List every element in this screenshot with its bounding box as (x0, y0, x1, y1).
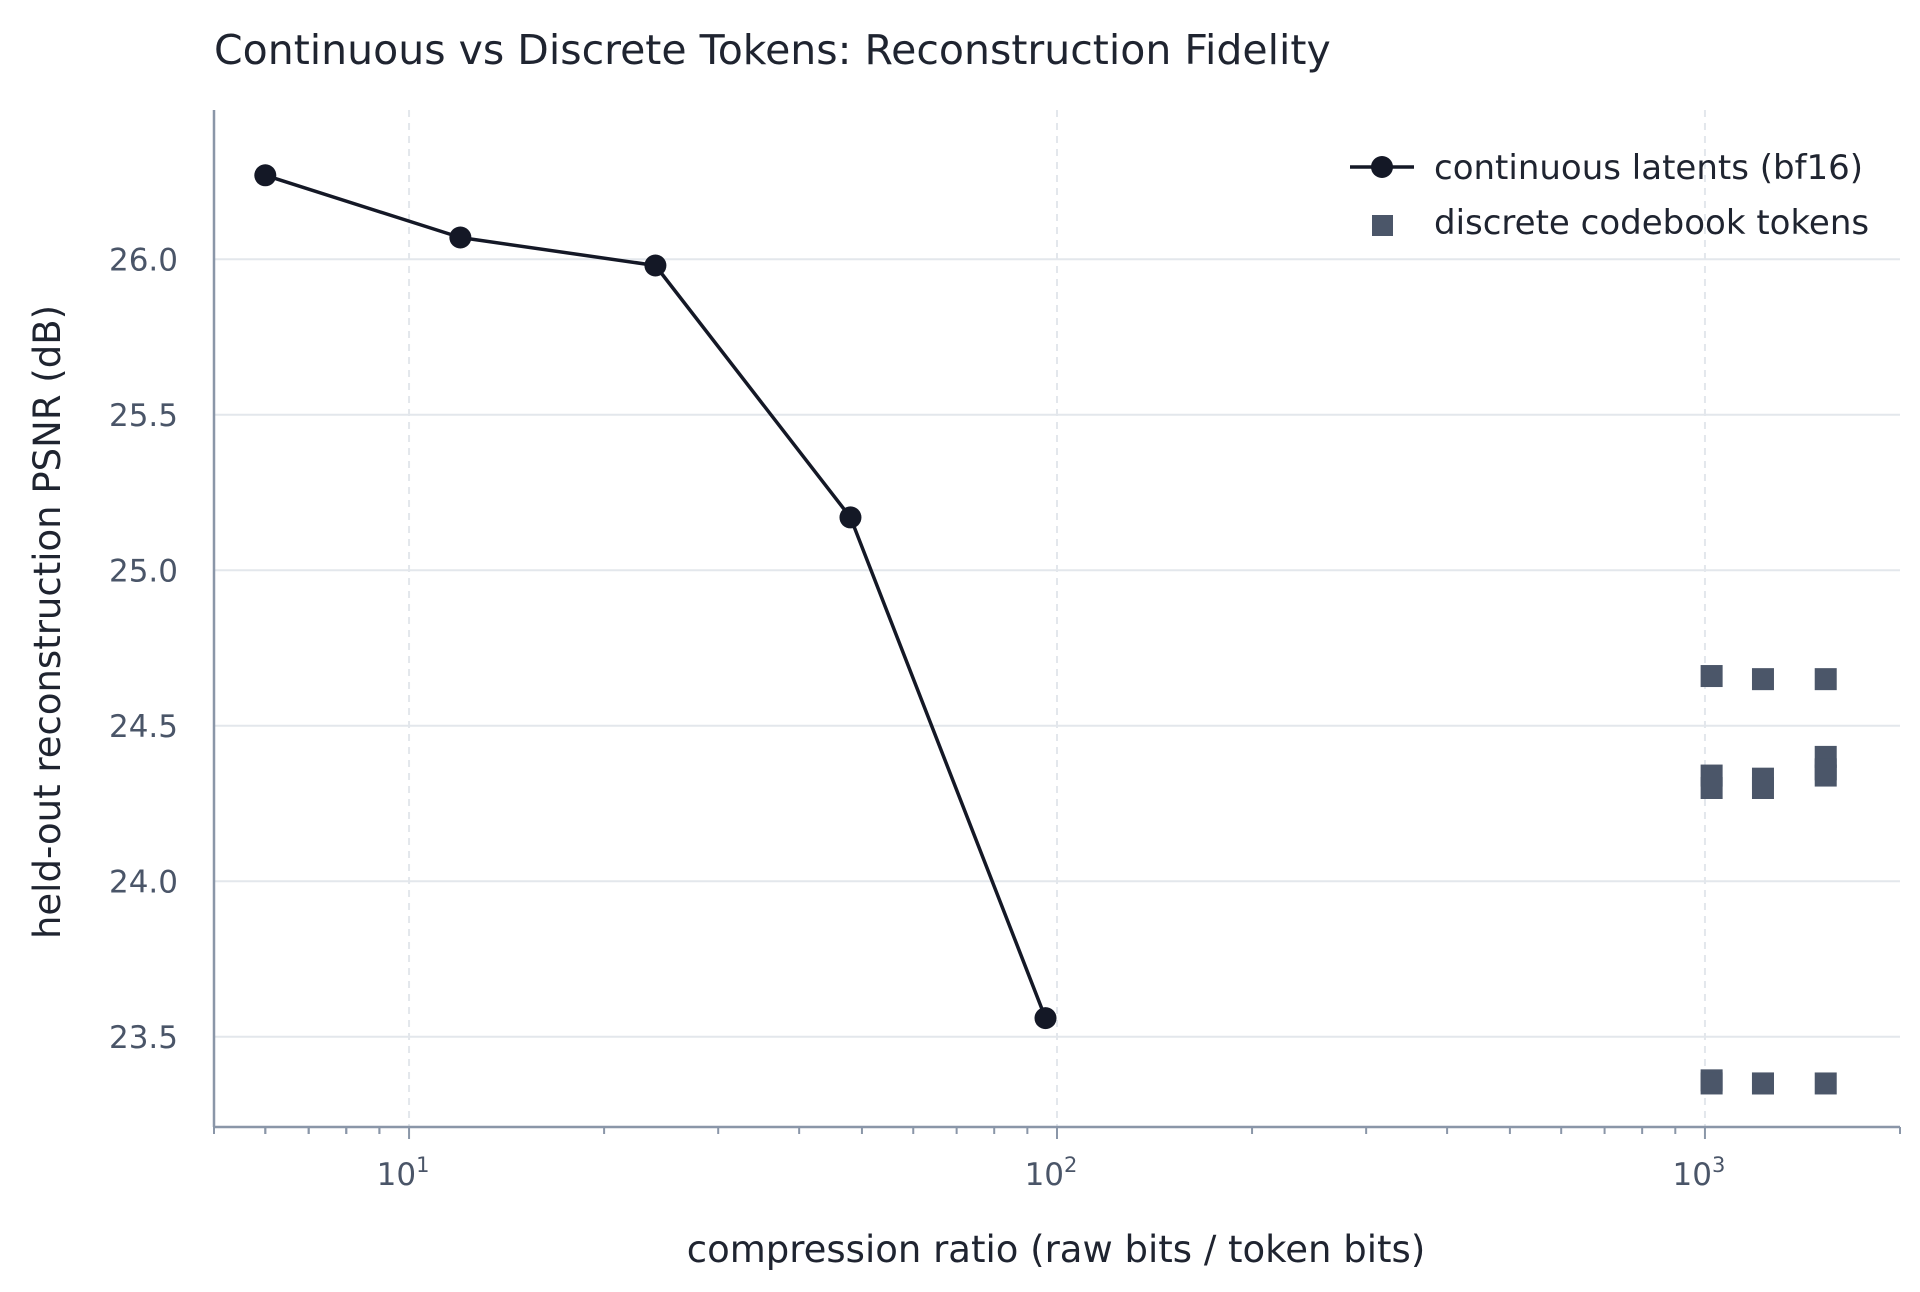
discrete-point (1700, 1072, 1723, 1095)
discrete-point (1751, 1072, 1774, 1095)
legend-square-swatch (1372, 215, 1393, 236)
x-tick-label: 102 (1025, 1153, 1078, 1193)
y-axis-label: held-out reconstruction PSNR (dB) (26, 305, 69, 939)
ticks: 23.5 24.0 24.5 25.0 25.5 26.0 101 102 103 (109, 242, 1901, 1193)
discrete-point (1814, 1072, 1837, 1095)
legend-marker-swatch (1371, 156, 1393, 178)
y-tick-label: 25.5 (109, 398, 178, 434)
legend-label-continuous: continuous latents (bf16) (1434, 148, 1863, 188)
continuous-point (1034, 1007, 1057, 1030)
continuous-point (839, 506, 862, 529)
y-tick-label: 23.5 (109, 1020, 178, 1056)
y-tick-label: 26.0 (109, 242, 178, 278)
discrete-point (1700, 777, 1723, 799)
discrete-point (1814, 758, 1837, 781)
discrete-point (1814, 668, 1837, 691)
x-axis-label: compression ratio (raw bits / token bits… (687, 1228, 1426, 1271)
y-tick-label: 24.0 (109, 864, 178, 900)
x-tick-label: 101 (377, 1153, 430, 1193)
discrete-point (1751, 668, 1774, 691)
x-tick-label: 103 (1673, 1153, 1726, 1193)
continuous-point (254, 164, 277, 187)
chart-title: Continuous vs Discrete Tokens: Reconstru… (214, 26, 1331, 74)
continuous-point (449, 226, 472, 249)
discrete-point (1700, 665, 1723, 688)
y-tick-label: 25.0 (109, 553, 178, 589)
discrete-point (1751, 777, 1774, 799)
y-tick-label: 24.5 (109, 709, 178, 745)
series (254, 164, 1837, 1095)
legend: continuous latents (bf16) discrete codeb… (1350, 148, 1869, 243)
continuous-point (644, 254, 667, 277)
continuous-series-line (264, 173, 1048, 1019)
legend-label-discrete: discrete codebook tokens (1434, 203, 1869, 243)
grid (214, 110, 1900, 1127)
